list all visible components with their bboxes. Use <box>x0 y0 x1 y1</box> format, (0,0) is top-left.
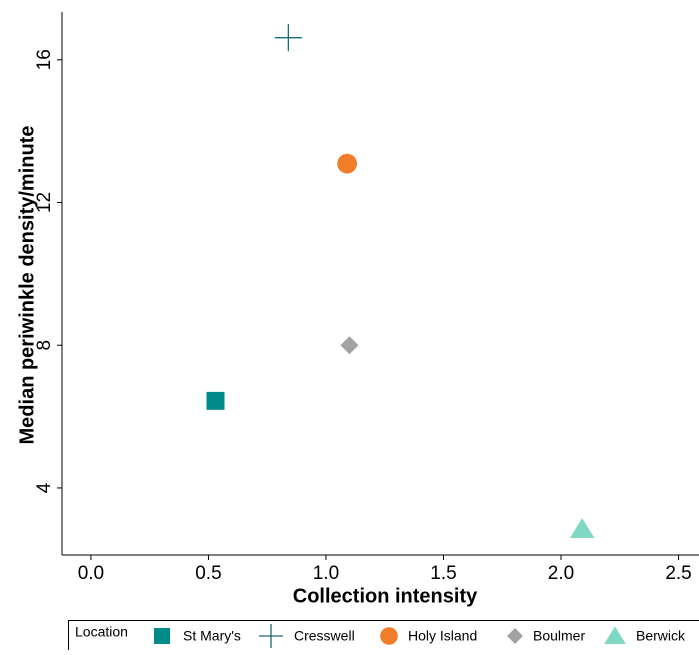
x-tick-label: 1.0 <box>313 563 339 584</box>
x-tick-label: 0.5 <box>195 563 221 584</box>
y-tick-label: 12 <box>34 192 55 213</box>
legend-label: Holy Island <box>408 628 477 644</box>
x-tick-label: 2.0 <box>548 563 574 584</box>
point <box>275 24 302 51</box>
legend-marker <box>380 627 398 645</box>
y-tick-label: 8 <box>34 340 55 351</box>
y-tick-label: 16 <box>34 49 55 70</box>
legend-label: Boulmer <box>533 628 585 644</box>
legend-marker <box>259 624 283 648</box>
legend-label: Berwick <box>636 628 686 644</box>
y-tick-label: 4 <box>34 482 55 493</box>
x-axis-title: Collection intensity <box>293 585 478 607</box>
x-tick-label: 0.0 <box>78 563 104 584</box>
y-axis-title: Median periwinkle density/minute <box>16 126 38 445</box>
point <box>337 154 357 174</box>
legend-label: St Mary's <box>183 628 241 644</box>
point <box>206 392 224 410</box>
point <box>340 336 358 354</box>
legend-marker <box>507 628 523 644</box>
x-tick-label: 2.5 <box>665 563 691 584</box>
legend-marker <box>604 626 626 644</box>
point <box>570 518 594 538</box>
legend-title: Location <box>75 624 128 640</box>
x-tick-label: 1.5 <box>430 563 456 584</box>
legend-label: Cresswell <box>294 628 355 644</box>
legend-marker <box>154 628 170 644</box>
